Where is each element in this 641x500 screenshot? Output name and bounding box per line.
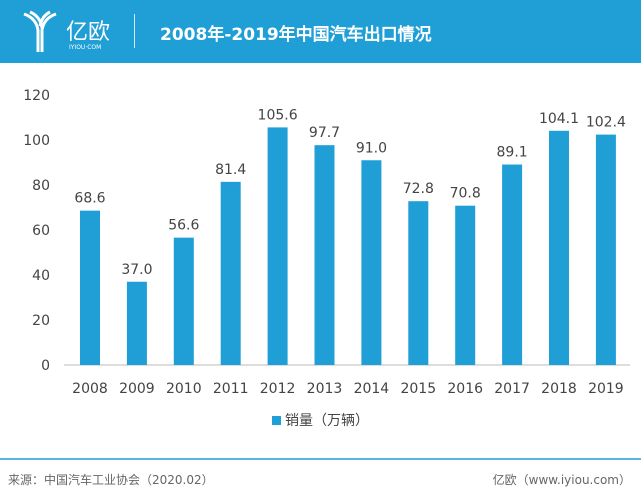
bar-2016 [455, 205, 476, 365]
footer-divider [0, 458, 641, 460]
data-label: 37.0 [121, 262, 152, 278]
x-tick-label: 2010 [166, 381, 202, 397]
bar-2017 [502, 164, 523, 365]
header-divider [134, 14, 135, 48]
legend: 销量（万辆） [0, 410, 641, 430]
data-label: 56.6 [168, 218, 199, 234]
y-tick-label: 20 [32, 313, 50, 329]
data-label: 72.8 [403, 181, 434, 197]
y-tick-label: 60 [32, 223, 50, 239]
bar-2011 [220, 181, 241, 365]
y-tick-label: 0 [41, 358, 50, 374]
bar-2014 [361, 160, 382, 365]
x-tick-label: 2016 [447, 381, 483, 397]
x-tick-label: 2014 [354, 381, 390, 397]
header-banner: 亿欧 IYIOU·COM 2008年-2019年中国汽车出口情况 [0, 0, 641, 63]
y-tick-label: 80 [32, 178, 50, 194]
data-label: 105.6 [258, 107, 298, 123]
legend-label: 销量（万辆） [285, 413, 369, 429]
source-note: 来源：中国汽车工业协会（2020.02） [8, 473, 214, 487]
x-tick-label: 2008 [72, 381, 108, 397]
chart-title: 2008年-2019年中国汽车出口情况 [160, 25, 432, 45]
bar-2012 [267, 127, 288, 366]
y-tick-label: 40 [32, 268, 50, 284]
bar-2019 [595, 134, 616, 365]
bar-2010 [173, 237, 194, 365]
y-tick-label: 100 [23, 133, 50, 149]
y-tick-label: 120 [23, 88, 50, 104]
x-tick-label: 2012 [260, 381, 296, 397]
data-label: 81.4 [215, 162, 246, 178]
data-label: 89.1 [497, 145, 528, 161]
x-tick-label: 2011 [213, 381, 249, 397]
data-label: 104.1 [539, 111, 579, 127]
data-label: 102.4 [586, 115, 626, 131]
bar-2009 [126, 281, 147, 365]
x-tick-label: 2018 [541, 381, 577, 397]
data-label: 70.8 [450, 186, 481, 202]
bar-2018 [549, 130, 569, 365]
data-label: 91.0 [356, 140, 387, 156]
logo-y-icon [23, 10, 57, 52]
legend-swatch [272, 416, 281, 425]
x-tick-label: 2019 [588, 381, 624, 397]
x-tick-label: 2009 [119, 381, 155, 397]
x-tick-label: 2013 [307, 381, 343, 397]
credit-note: 亿欧（www.iyiou.com） [492, 473, 631, 487]
data-label: 68.6 [74, 191, 105, 207]
bar-2013 [314, 145, 335, 365]
bar-2008 [80, 210, 100, 365]
bar-2015 [408, 201, 429, 365]
data-label: 97.7 [309, 125, 340, 141]
x-tick-label: 2017 [494, 381, 530, 397]
x-tick-label: 2015 [400, 381, 436, 397]
bar-chart: 0 20 40 60 80 100 120 68.6 2008 37.0 2009 56.6 2010 8… [23, 88, 630, 397]
